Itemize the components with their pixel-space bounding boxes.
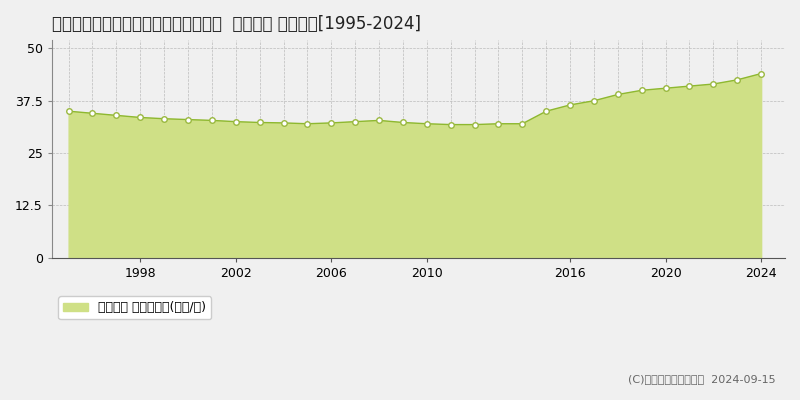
Text: (C)土地価格ドットコム  2024-09-15: (C)土地価格ドットコム 2024-09-15 <box>628 374 776 384</box>
Legend: 地価公示 平均坪単価(万円/坪): 地価公示 平均坪単価(万円/坪) <box>58 296 211 320</box>
Text: 愛知県豊田市平和町５丁目２０番６外  地価公示 地価推移[1995-2024]: 愛知県豊田市平和町５丁目２０番６外 地価公示 地価推移[1995-2024] <box>52 15 421 33</box>
